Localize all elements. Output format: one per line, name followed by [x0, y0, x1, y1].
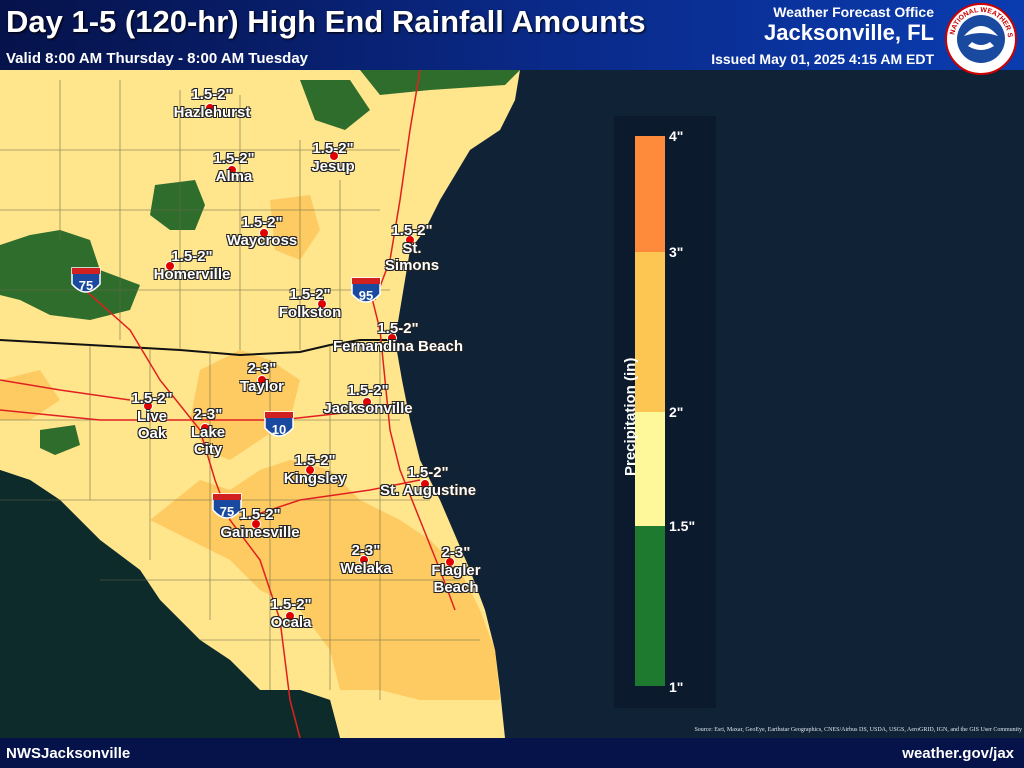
city-marker-flagler-beach [445, 557, 455, 567]
city-amount-jesup: 1.5-2" [312, 140, 354, 157]
city-amount-homerville: 1.5-2" [171, 248, 213, 265]
office-label: Weather Forecast Office [773, 4, 934, 20]
city-name-homerville: Homerville [153, 266, 231, 283]
city-name-lake-city: Lake City [190, 424, 226, 458]
city-amount-lake-city: 2-3" [193, 406, 223, 423]
valid-period: Valid 8:00 AM Thursday - 8:00 AM Tuesday [6, 50, 309, 67]
svg-text:75: 75 [79, 278, 93, 293]
rainfall-2-3-zone [270, 195, 320, 260]
city-marker-welaka [359, 555, 369, 565]
interstate-75-south-shield: 75 [212, 493, 242, 519]
city-marker-alma [227, 165, 237, 175]
city-marker-fernandina-beach [387, 333, 397, 343]
city-amount-st-augustine: 1.5-2" [407, 464, 449, 481]
city-amount-gainesville: 1.5-2" [239, 506, 281, 523]
city-name-kingsley: Kingsley [283, 470, 347, 487]
city-name-st-simons: St. Simons [384, 240, 440, 274]
city-marker-kingsley [305, 465, 315, 475]
city-name-flagler-beach: Flagler Beach [431, 562, 481, 596]
rainfall-1-1.5-zone [150, 180, 205, 230]
city-marker-taylor [257, 375, 267, 385]
office-city: Jacksonville, FL [764, 20, 934, 45]
legend-tick-1: 1" [669, 679, 684, 695]
footer-website-link[interactable]: weather.gov/jax [902, 745, 1014, 762]
legend-band-1 [635, 252, 665, 412]
legend-tick-1.5: 1.5" [669, 518, 696, 534]
city-amount-st-simons: 1.5-2" [391, 222, 433, 239]
interstate-95-shield: 95 [351, 277, 381, 303]
svg-text:75: 75 [220, 504, 234, 519]
footer-social-handle: NWSJacksonville [6, 745, 131, 762]
gulf-coast-water [0, 470, 340, 738]
city-name-folkston: Folkston [278, 304, 342, 321]
city-amount-hazlehurst: 1.5-2" [191, 86, 233, 103]
city-amount-folkston: 1.5-2" [289, 286, 331, 303]
rainfall-1-1.5-zone [300, 80, 370, 130]
city-amount-flagler-beach: 2-3" [441, 544, 471, 561]
city-amount-welaka: 2-3" [351, 542, 381, 559]
city-marker-homerville [165, 261, 175, 271]
city-amount-live-oak: 1.5-2" [131, 390, 173, 407]
city-marker-jacksonville [362, 397, 372, 407]
city-amount-ocala: 1.5-2" [270, 596, 312, 613]
legend-band-2 [635, 412, 665, 526]
svg-text:10: 10 [272, 422, 286, 437]
city-marker-st-augustine [420, 479, 430, 489]
issued-time: Issued May 01, 2025 4:15 AM EDT [711, 51, 934, 67]
rainfall-2-3-zone [190, 350, 300, 460]
city-name-waycross: Waycross [226, 232, 298, 249]
city-marker-live-oak [143, 401, 153, 411]
city-name-live-oak: Live Oak [136, 408, 167, 442]
city-marker-ocala [285, 611, 295, 621]
city-amount-fernandina-beach: 1.5-2" [377, 320, 419, 337]
legend-title: Precipitation (in) [622, 357, 639, 476]
nws-logo-icon: NATIONAL WEATHER SERVICE [944, 2, 1017, 75]
city-marker-hazlehurst [205, 103, 215, 113]
city-marker-folkston [317, 299, 327, 309]
interstate-75-north-shield: 75 [71, 267, 101, 293]
city-marker-gainesville [251, 519, 261, 529]
city-name-jacksonville: Jacksonville [323, 400, 413, 417]
rainfall-1-1.5-zone [360, 70, 520, 95]
city-amount-waycross: 1.5-2" [241, 214, 283, 231]
city-name-hazlehurst: Hazlehurst [173, 104, 251, 121]
interstate-10-shield: 10 [264, 411, 294, 437]
svg-text:95: 95 [359, 288, 373, 303]
city-amount-alma: 1.5-2" [213, 150, 255, 167]
city-marker-waycross [259, 228, 269, 238]
city-amount-jacksonville: 1.5-2" [347, 382, 389, 399]
rainfall-1-1.5-zone [0, 230, 140, 320]
header-bar [0, 0, 1024, 70]
map-title: Day 1-5 (120-hr) High End Rainfall Amoun… [6, 4, 646, 39]
footer-bar [0, 738, 1024, 768]
legend-tick-4: 4" [669, 128, 684, 144]
city-name-ocala: Ocala [270, 614, 312, 631]
map-source-credit: Source: Esri, Maxar, GeoEye, Earthstar G… [694, 727, 1022, 733]
city-name-gainesville: Gainesville [220, 524, 300, 541]
legend-tick-3: 3" [669, 244, 684, 260]
legend-band-0 [635, 136, 665, 252]
city-amount-kingsley: 1.5-2" [294, 452, 336, 469]
city-name-welaka: Welaka [340, 560, 392, 577]
legend-panel [614, 116, 716, 708]
city-name-jesup: Jesup [311, 158, 355, 175]
city-name-st-augustine: St. Augustine [379, 482, 477, 499]
legend-band-3 [635, 526, 665, 686]
city-marker-st-simons [405, 235, 415, 245]
city-name-alma: Alma [215, 168, 253, 185]
city-amount-taylor: 2-3" [247, 360, 277, 377]
city-name-fernandina-beach: Fernandina Beach [332, 338, 464, 355]
rainfall-1-1.5-zone [40, 425, 80, 455]
state-border [0, 339, 395, 357]
legend-color-bar [635, 136, 665, 686]
city-marker-jesup [329, 151, 339, 161]
city-name-taylor: Taylor [240, 378, 284, 395]
city-marker-lake-city [200, 423, 210, 433]
legend-tick-2: 2" [669, 404, 684, 420]
